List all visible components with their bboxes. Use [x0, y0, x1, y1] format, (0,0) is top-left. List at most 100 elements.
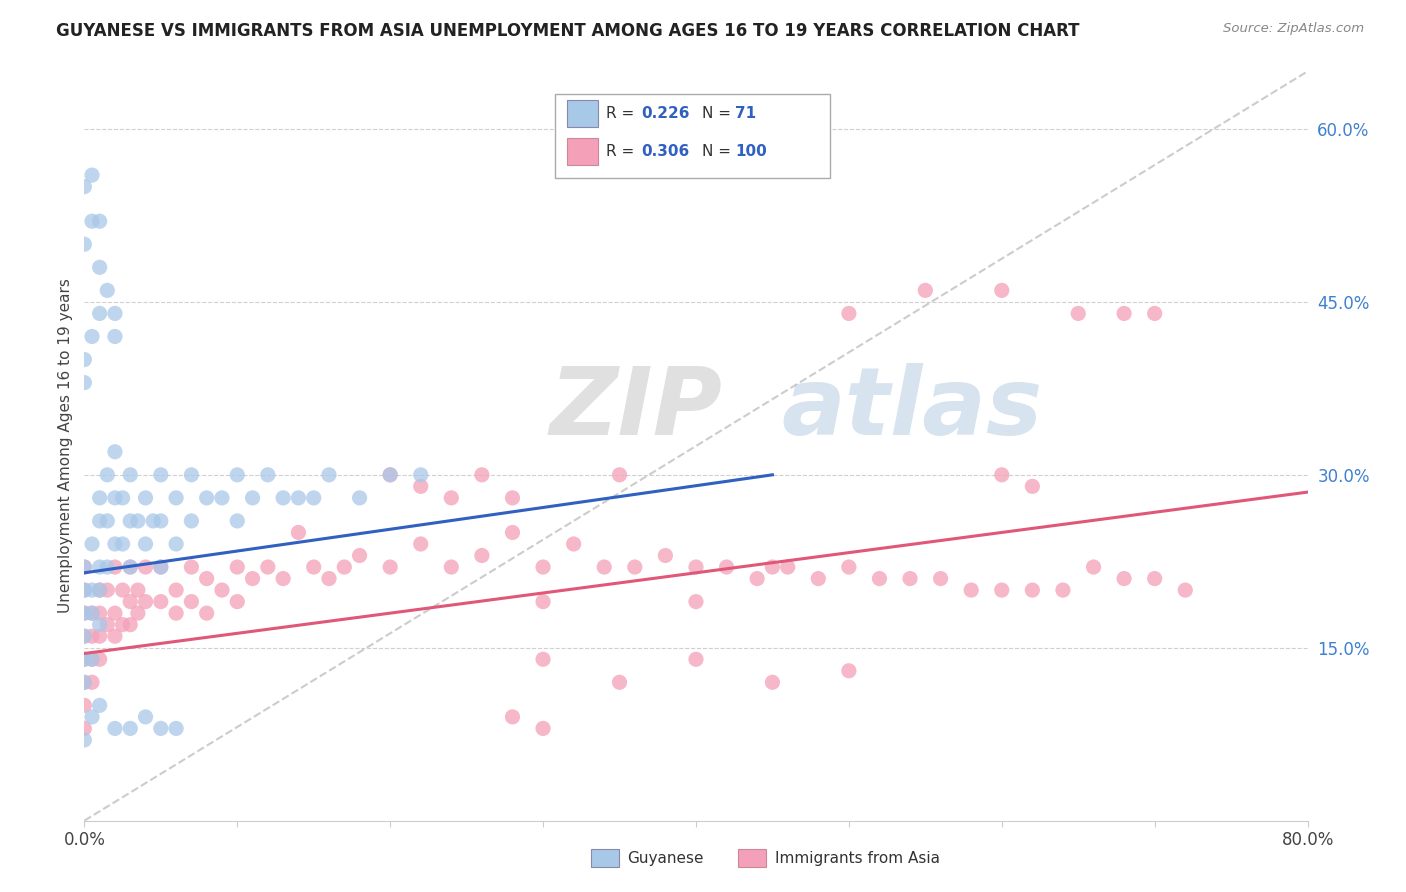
- Point: [73, 652, 96, 666]
- Point: [1114, 306, 1136, 320]
- Point: [104, 606, 127, 620]
- Point: [149, 594, 172, 608]
- Point: [89, 214, 111, 228]
- Point: [89, 606, 111, 620]
- Point: [149, 467, 172, 482]
- Point: [127, 583, 149, 598]
- Text: N =: N =: [702, 145, 735, 159]
- Point: [80, 329, 103, 343]
- Point: [104, 329, 127, 343]
- Point: [380, 467, 402, 482]
- Point: [1021, 583, 1043, 598]
- Point: [716, 560, 738, 574]
- Point: [869, 572, 891, 586]
- Text: 71: 71: [735, 106, 756, 120]
- Point: [1083, 560, 1105, 574]
- Point: [127, 606, 149, 620]
- Point: [149, 560, 172, 574]
- Point: [471, 549, 494, 563]
- Point: [531, 722, 554, 736]
- Point: [96, 560, 118, 574]
- Point: [257, 560, 280, 574]
- Point: [73, 722, 96, 736]
- Point: [211, 491, 233, 505]
- Text: Source: ZipAtlas.com: Source: ZipAtlas.com: [1223, 22, 1364, 36]
- Point: [180, 560, 202, 574]
- Point: [165, 722, 187, 736]
- Point: [991, 583, 1014, 598]
- Point: [96, 583, 118, 598]
- Point: [111, 491, 134, 505]
- Point: [318, 572, 340, 586]
- Point: [89, 260, 111, 275]
- Point: [380, 560, 402, 574]
- Point: [1143, 306, 1166, 320]
- Point: [807, 572, 830, 586]
- Point: [991, 467, 1014, 482]
- Point: [104, 629, 127, 643]
- Point: [80, 168, 103, 182]
- Point: [165, 491, 187, 505]
- Point: [271, 491, 294, 505]
- Point: [991, 284, 1014, 298]
- Point: [838, 560, 860, 574]
- Point: [349, 549, 371, 563]
- Point: [73, 652, 96, 666]
- Point: [104, 491, 127, 505]
- Point: [73, 629, 96, 643]
- Text: Immigrants from Asia: Immigrants from Asia: [775, 851, 939, 865]
- Point: [531, 594, 554, 608]
- Point: [318, 467, 340, 482]
- Point: [149, 514, 172, 528]
- Point: [226, 560, 249, 574]
- Point: [440, 560, 463, 574]
- Point: [80, 606, 103, 620]
- Point: [502, 491, 524, 505]
- Point: [73, 698, 96, 713]
- Point: [195, 606, 218, 620]
- Point: [960, 583, 983, 598]
- Point: [80, 214, 103, 228]
- Point: [242, 572, 264, 586]
- Text: 100: 100: [735, 145, 768, 159]
- Point: [302, 560, 325, 574]
- Text: N =: N =: [702, 106, 735, 120]
- Text: atlas: atlas: [782, 362, 1043, 455]
- Point: [120, 594, 142, 608]
- Point: [80, 710, 103, 724]
- Point: [142, 514, 165, 528]
- Point: [73, 376, 96, 390]
- Text: 0.306: 0.306: [641, 145, 689, 159]
- Point: [104, 560, 127, 574]
- Point: [73, 352, 96, 367]
- Text: Guyanese: Guyanese: [627, 851, 703, 865]
- Point: [287, 525, 309, 540]
- Point: [838, 664, 860, 678]
- Text: R =: R =: [606, 145, 640, 159]
- Point: [226, 467, 249, 482]
- Point: [226, 514, 249, 528]
- Text: 0.226: 0.226: [641, 106, 689, 120]
- Point: [257, 467, 280, 482]
- Point: [1174, 583, 1197, 598]
- Point: [593, 560, 616, 574]
- Point: [502, 525, 524, 540]
- Point: [685, 560, 707, 574]
- Point: [73, 733, 96, 747]
- Point: [180, 514, 202, 528]
- Point: [96, 514, 118, 528]
- Point: [1114, 572, 1136, 586]
- Point: [685, 652, 707, 666]
- Point: [80, 652, 103, 666]
- Point: [104, 306, 127, 320]
- Point: [409, 479, 432, 493]
- Point: [165, 537, 187, 551]
- Point: [242, 491, 264, 505]
- Point: [96, 467, 118, 482]
- Point: [73, 560, 96, 574]
- Point: [120, 722, 142, 736]
- Point: [89, 306, 111, 320]
- Point: [302, 491, 325, 505]
- Point: [111, 583, 134, 598]
- Point: [135, 491, 157, 505]
